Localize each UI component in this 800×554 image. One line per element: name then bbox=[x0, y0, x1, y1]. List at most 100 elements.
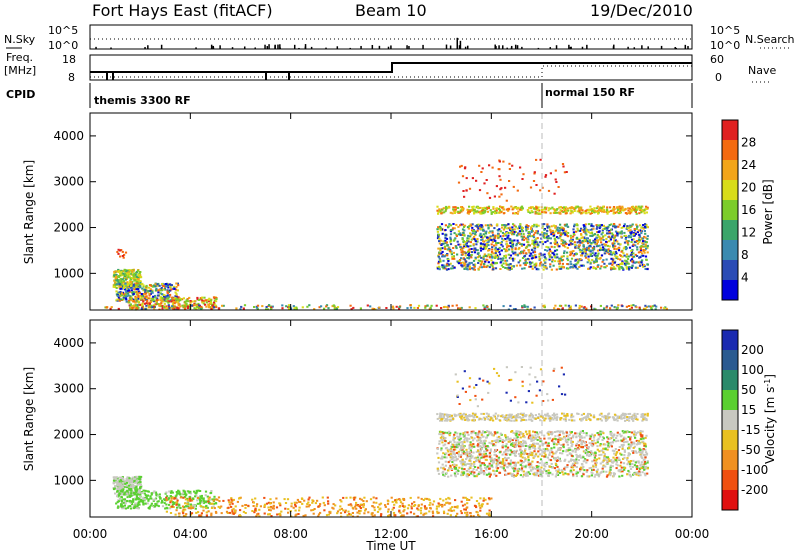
radar-echo bbox=[561, 163, 565, 165]
radar-echo bbox=[640, 254, 643, 257]
radar-echo bbox=[159, 296, 162, 299]
radar-echo bbox=[139, 493, 142, 496]
radar-echo bbox=[130, 269, 134, 272]
radar-echo bbox=[570, 439, 573, 442]
radar-echo bbox=[536, 230, 539, 233]
radar-echo bbox=[627, 236, 630, 239]
radar-echo bbox=[468, 187, 472, 190]
radar-echo bbox=[244, 504, 247, 506]
radar-echo bbox=[124, 289, 127, 292]
radar-echo bbox=[473, 235, 476, 238]
radar-echo bbox=[640, 466, 643, 468]
radar-echo bbox=[597, 224, 600, 227]
radar-echo bbox=[606, 208, 609, 211]
radar-echo bbox=[134, 273, 137, 276]
radar-echo bbox=[148, 294, 151, 297]
radar-echo bbox=[453, 445, 456, 448]
radar-echo bbox=[534, 241, 537, 244]
radar-echo bbox=[135, 300, 138, 303]
radar-echo bbox=[256, 304, 260, 307]
radar-echo bbox=[115, 270, 118, 273]
radar-echo bbox=[321, 496, 324, 499]
radar-echo bbox=[473, 463, 476, 465]
radar-echo bbox=[625, 262, 628, 265]
radar-echo bbox=[562, 266, 565, 268]
radar-echo bbox=[265, 502, 269, 505]
nsky-bar bbox=[219, 45, 221, 49]
radar-echo bbox=[533, 172, 536, 175]
radar-echo bbox=[578, 266, 581, 268]
radar-echo bbox=[440, 307, 443, 309]
radar-echo bbox=[504, 259, 507, 262]
radar-echo bbox=[186, 298, 189, 301]
radar-echo bbox=[487, 261, 490, 264]
radar-echo bbox=[625, 267, 628, 270]
radar-echo bbox=[621, 263, 624, 265]
radar-echo bbox=[417, 304, 421, 307]
radar-echo bbox=[556, 465, 559, 468]
radar-echo bbox=[528, 206, 531, 209]
radar-echo bbox=[149, 289, 152, 292]
radar-echo bbox=[116, 294, 119, 297]
radar-echo bbox=[492, 207, 495, 210]
radar-echo bbox=[466, 506, 469, 509]
radar-echo bbox=[486, 264, 489, 267]
radar-echo bbox=[562, 241, 565, 244]
radar-echo bbox=[547, 235, 550, 237]
radar-echo bbox=[478, 234, 481, 237]
radar-echo bbox=[436, 510, 439, 513]
radar-echo bbox=[362, 506, 365, 509]
nsky-bars bbox=[95, 37, 689, 49]
radar-echo bbox=[568, 430, 572, 433]
radar-echo bbox=[157, 500, 160, 503]
radar-echo bbox=[544, 241, 547, 244]
radar-echo bbox=[508, 162, 511, 165]
radar-echo bbox=[641, 430, 644, 433]
radar-echo bbox=[178, 490, 181, 493]
radar-echo bbox=[507, 209, 510, 212]
radar-echo bbox=[445, 498, 448, 501]
radar-echo bbox=[123, 285, 126, 288]
radar-echo bbox=[554, 304, 557, 307]
radar-echo bbox=[646, 206, 649, 209]
radar-echo bbox=[556, 211, 559, 214]
radar-echo bbox=[562, 229, 565, 232]
radar-echo bbox=[633, 435, 636, 437]
radar-echo bbox=[528, 447, 531, 450]
radar-echo bbox=[581, 228, 584, 231]
radar-echo bbox=[144, 297, 147, 300]
radar-echo bbox=[616, 231, 619, 234]
radar-echo bbox=[626, 226, 629, 229]
radar-echo bbox=[617, 242, 620, 245]
radar-echo bbox=[386, 502, 390, 505]
radar-echo bbox=[602, 248, 605, 251]
radar-echo bbox=[470, 496, 473, 499]
radar-echo bbox=[620, 466, 623, 469]
radar-echo bbox=[460, 251, 463, 254]
radar-echo bbox=[543, 434, 546, 437]
radar-echo bbox=[460, 512, 463, 515]
radar-echo bbox=[619, 258, 622, 261]
radar-echo bbox=[134, 279, 137, 281]
radar-echo bbox=[627, 443, 630, 446]
radar-echo bbox=[590, 223, 593, 226]
radar-echo bbox=[635, 212, 638, 215]
radar-echo bbox=[534, 266, 537, 269]
radar-echo bbox=[175, 282, 178, 285]
radar-echo bbox=[491, 166, 494, 169]
radar-echo bbox=[286, 498, 290, 501]
radar-echo bbox=[599, 238, 602, 241]
radar-echo bbox=[643, 265, 646, 268]
radar-echo bbox=[394, 514, 397, 517]
radar-echo bbox=[620, 230, 623, 233]
radar-echo bbox=[163, 502, 166, 505]
radar-echo bbox=[195, 307, 198, 310]
radar-echo bbox=[639, 229, 642, 232]
freq-label: Freq. bbox=[6, 51, 33, 64]
radar-echo bbox=[423, 505, 426, 508]
radar-echo bbox=[207, 304, 210, 307]
radar-echo bbox=[522, 233, 525, 236]
radar-echo bbox=[129, 303, 132, 306]
radar-echo bbox=[645, 241, 648, 244]
radar-echo bbox=[607, 225, 610, 228]
